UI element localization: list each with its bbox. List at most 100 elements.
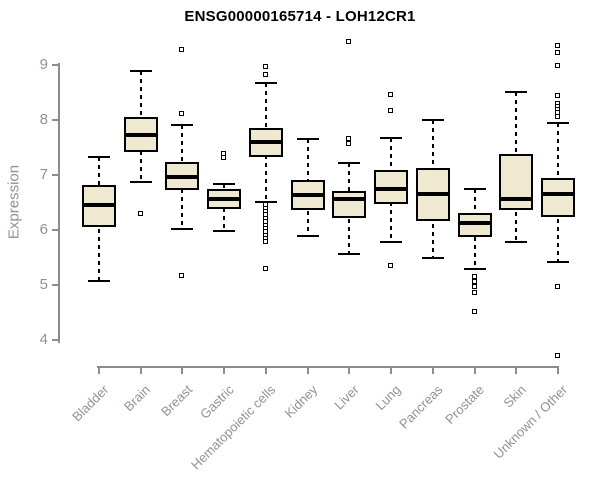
outlier-point bbox=[262, 265, 268, 271]
outlier-point bbox=[554, 352, 560, 358]
whisker-cap-bottom bbox=[88, 280, 110, 283]
median-line bbox=[540, 192, 575, 197]
x-axis-tick bbox=[181, 366, 184, 374]
outlier-point bbox=[179, 110, 185, 116]
x-axis-tick bbox=[264, 366, 267, 374]
y-axis-tick bbox=[52, 229, 58, 231]
outlier-point bbox=[471, 289, 477, 295]
whisker-cap-bottom bbox=[463, 267, 486, 270]
outlier-point bbox=[554, 283, 560, 289]
y-axis-tick bbox=[52, 284, 58, 286]
median-line bbox=[457, 220, 492, 225]
whisker-cap-bottom bbox=[421, 257, 444, 260]
whisker-cap-bottom bbox=[171, 227, 194, 230]
median-line bbox=[248, 140, 283, 144]
whisker-cap-top bbox=[213, 182, 236, 185]
x-category-label: Lung bbox=[372, 382, 404, 414]
median-line bbox=[123, 132, 158, 137]
y-axis-tick bbox=[52, 174, 58, 176]
y-tick-label: 5 bbox=[39, 276, 48, 293]
x-category-label: Breast bbox=[157, 382, 196, 420]
y-tick-label: 7 bbox=[39, 166, 48, 183]
y-tick-label: 6 bbox=[39, 221, 48, 238]
whisker-cap-top bbox=[296, 138, 319, 141]
whisker-cap-top bbox=[380, 136, 403, 139]
outlier-point bbox=[554, 113, 560, 119]
outlier-point bbox=[179, 273, 185, 279]
median-line bbox=[499, 197, 534, 202]
y-axis-tick bbox=[52, 64, 58, 66]
box-rect bbox=[540, 177, 575, 217]
x-axis-tick bbox=[223, 366, 226, 374]
outlier-point bbox=[554, 42, 560, 48]
outlier-point bbox=[179, 47, 185, 53]
whisker-cap-bottom bbox=[546, 260, 569, 263]
x-axis-tick bbox=[515, 366, 518, 374]
x-category-label: Bladder bbox=[69, 382, 112, 425]
outlier-point bbox=[262, 239, 268, 245]
whisker-cap-bottom bbox=[338, 253, 361, 256]
box-rect bbox=[374, 169, 409, 205]
whisker-cap-bottom bbox=[129, 181, 152, 184]
whisker-cap-top bbox=[254, 81, 277, 84]
x-category-label: Pancreas bbox=[395, 382, 446, 432]
median-line bbox=[290, 192, 325, 197]
y-tick-label: 8 bbox=[39, 111, 48, 128]
whisker-cap-bottom bbox=[213, 230, 236, 233]
whisker-cap-bottom bbox=[254, 200, 277, 203]
median-line bbox=[374, 187, 409, 192]
y-axis-line bbox=[58, 63, 60, 343]
whisker-cap-top bbox=[88, 155, 110, 158]
outlier-point bbox=[388, 262, 394, 268]
outlier-point bbox=[346, 141, 352, 147]
median-line bbox=[165, 174, 200, 179]
outlier-point bbox=[554, 49, 560, 55]
box-rect bbox=[332, 190, 367, 219]
outlier-point bbox=[262, 71, 268, 77]
x-category-label: Unknown / Other bbox=[491, 382, 571, 462]
median-line bbox=[82, 203, 116, 208]
x-category-label: Liver bbox=[331, 382, 362, 413]
whisker-cap-top bbox=[505, 90, 528, 93]
whisker-cap-top bbox=[171, 123, 194, 126]
y-axis-tick bbox=[52, 119, 58, 121]
x-axis-tick bbox=[473, 366, 476, 374]
x-axis-tick bbox=[98, 366, 100, 374]
outlier-point bbox=[554, 63, 560, 69]
x-axis-tick bbox=[390, 366, 393, 374]
y-tick-label: 9 bbox=[39, 56, 48, 73]
median-line bbox=[415, 192, 450, 197]
x-category-label: Gastric bbox=[197, 382, 237, 422]
chart-title: ENSG00000165714 - LOH12CR1 bbox=[184, 8, 416, 25]
x-category-label: Kidney bbox=[281, 382, 321, 421]
x-axis-tick bbox=[139, 366, 142, 374]
x-axis-tick bbox=[556, 366, 559, 374]
whisker-cap-top bbox=[546, 121, 569, 124]
whisker-cap-bottom bbox=[380, 240, 403, 243]
outlier-point bbox=[471, 284, 477, 290]
whisker-cap-top bbox=[421, 119, 444, 121]
outlier-point bbox=[554, 93, 560, 99]
x-category-label: Skin bbox=[500, 382, 529, 411]
outlier-point bbox=[471, 308, 477, 314]
whisker-cap-top bbox=[463, 188, 486, 191]
outlier-point bbox=[346, 136, 352, 142]
outlier-point bbox=[471, 273, 477, 279]
x-axis-tick bbox=[306, 366, 309, 374]
x-axis-tick bbox=[431, 366, 434, 374]
outlier-point bbox=[388, 108, 394, 114]
outlier-point bbox=[262, 63, 268, 69]
whisker-cap-top bbox=[129, 70, 152, 73]
x-category-label: Prostate bbox=[442, 382, 488, 427]
whisker-cap-bottom bbox=[296, 235, 319, 238]
outlier-point bbox=[137, 210, 143, 216]
outlier-point bbox=[388, 92, 394, 98]
x-axis-tick bbox=[348, 366, 351, 374]
outlier-point bbox=[346, 39, 352, 45]
y-axis-tick bbox=[52, 339, 58, 341]
outlier-point bbox=[471, 279, 477, 285]
median-line bbox=[332, 197, 367, 202]
whisker-cap-top bbox=[338, 161, 361, 164]
median-line bbox=[207, 197, 242, 202]
outlier-point bbox=[221, 154, 227, 160]
